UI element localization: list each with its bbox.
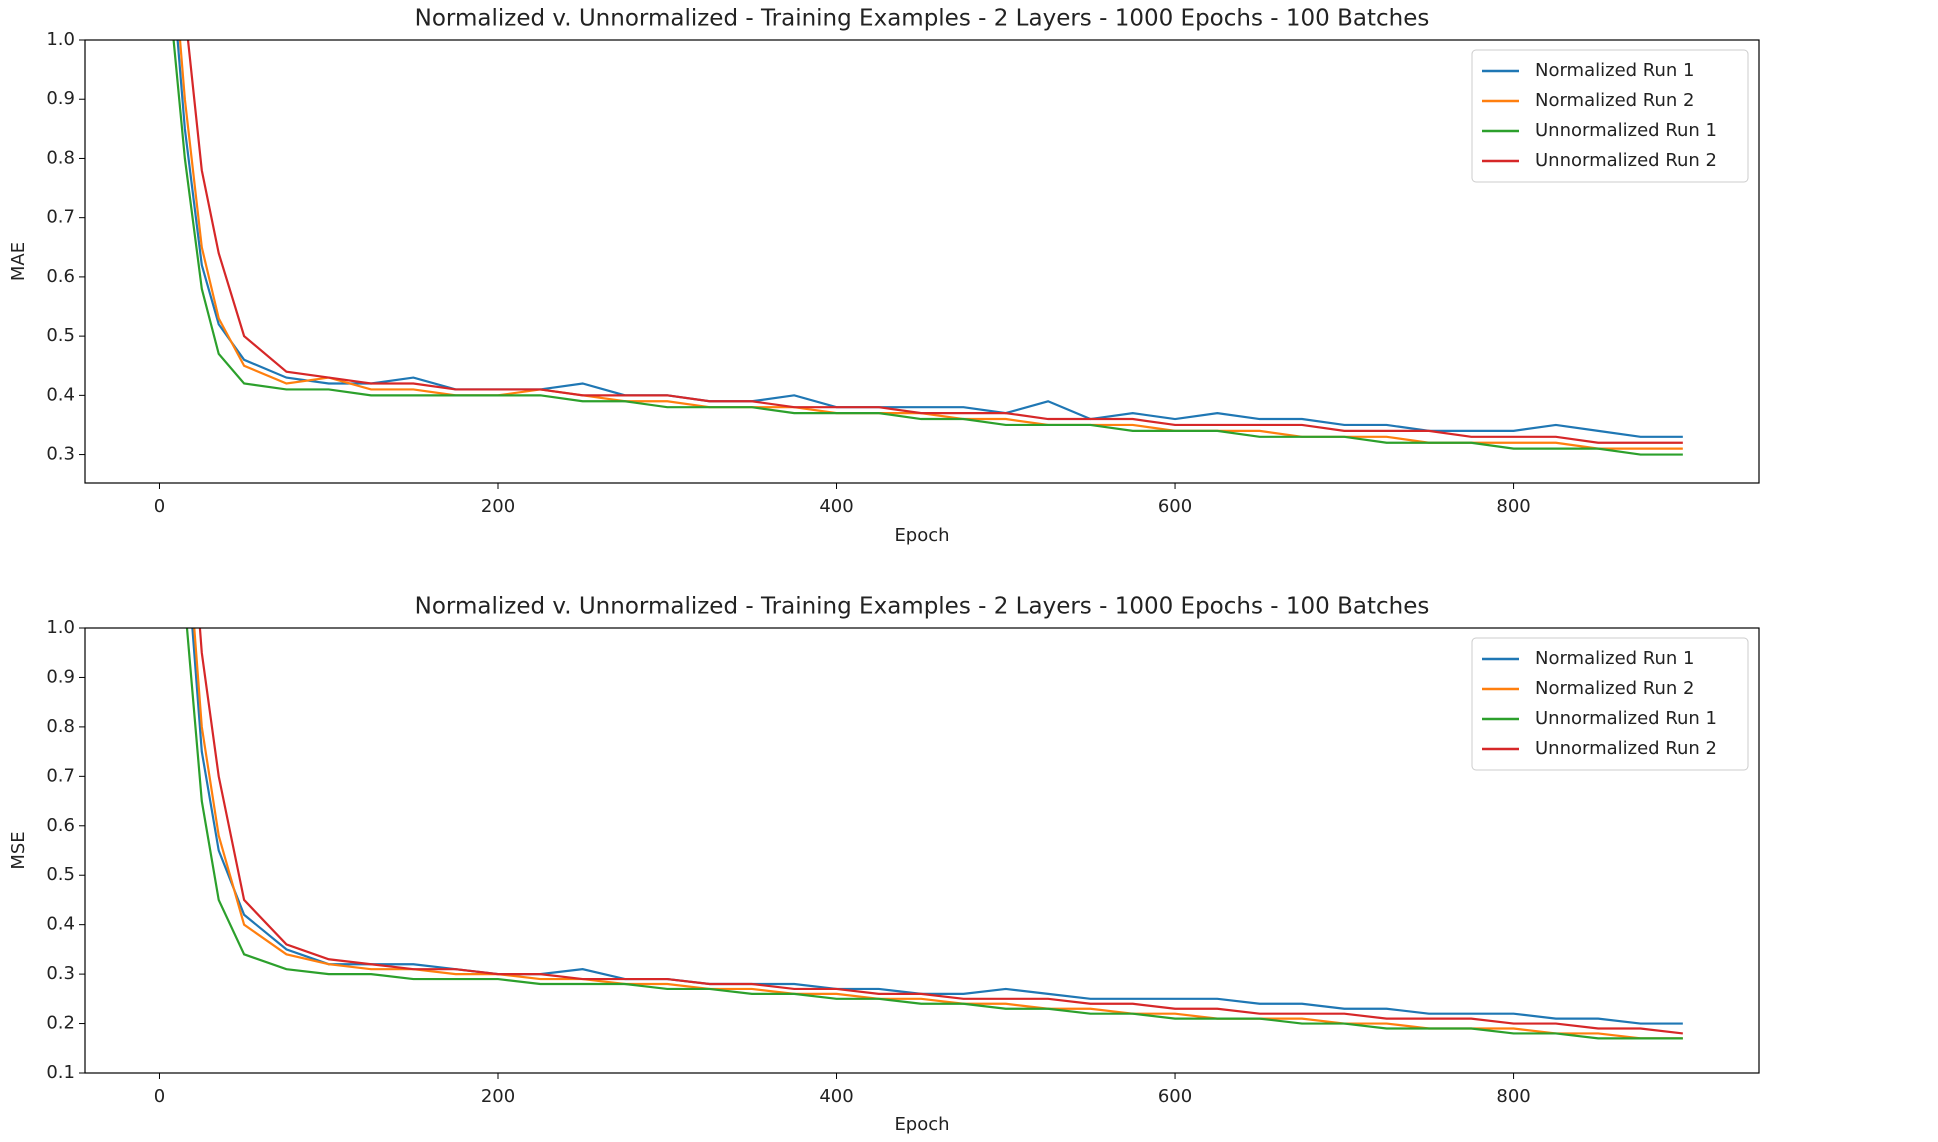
data-line [178, 40, 1683, 450]
data-line [198, 628, 1683, 1035]
y-tick-label: 0.7 [46, 765, 75, 786]
y-tick-label: 0.5 [46, 325, 75, 346]
x-tick-label: 600 [1158, 1086, 1192, 1107]
chart-title: Normalized v. Unnormalized - Training Ex… [415, 594, 1430, 620]
axes-frame [84, 627, 1760, 1074]
y-tick-label: 0.6 [46, 266, 75, 287]
y-tick-label: 0.5 [46, 864, 75, 885]
y-axis-label: MSE [8, 831, 29, 869]
x-tick-label: 800 [1496, 496, 1530, 517]
y-tick-label: 0.3 [46, 444, 75, 465]
y-tick-label: 0.4 [46, 384, 75, 405]
x-tick-label: 600 [1158, 496, 1192, 517]
x-tick-label: 800 [1496, 1086, 1530, 1107]
y-tick-label: 0.9 [46, 666, 75, 687]
y-axis-label: MAE [8, 242, 29, 281]
y-tick-label: 1.0 [46, 617, 75, 638]
legend-label: Unnormalized Run 1 [1535, 708, 1717, 729]
y-tick-label: 0.4 [46, 914, 75, 935]
y-tick-label: 0.6 [46, 815, 75, 836]
y-tick-label: 0.2 [46, 1013, 75, 1034]
legend-label: Unnormalized Run 2 [1535, 738, 1717, 759]
legend-label: Normalized Run 1 [1535, 648, 1695, 669]
x-tick-label: 400 [819, 496, 853, 517]
chart-title: Normalized v. Unnormalized - Training Ex… [415, 6, 1430, 32]
x-tick-label: 200 [481, 1086, 515, 1107]
y-tick-label: 0.9 [46, 88, 75, 109]
x-axis-label: Epoch [894, 525, 949, 546]
legend-box [1471, 637, 1749, 771]
data-line [186, 40, 1683, 444]
legend-box [1471, 49, 1749, 183]
legend-label: Unnormalized Run 1 [1535, 120, 1717, 141]
data-line [176, 40, 1683, 438]
y-tick-label: 1.0 [46, 29, 75, 50]
legend-label: Normalized Run 2 [1535, 678, 1695, 699]
x-tick-label: 200 [481, 496, 515, 517]
y-tick-label: 0.1 [46, 1062, 75, 1083]
x-axis-label: Epoch [894, 1114, 949, 1135]
x-tick-label: 0 [154, 496, 165, 517]
x-tick-label: 400 [819, 1086, 853, 1107]
legend-label: Unnormalized Run 2 [1535, 150, 1717, 171]
axes-frame [84, 39, 1760, 484]
data-line [185, 628, 1683, 1040]
y-tick-label: 0.8 [46, 147, 75, 168]
data-line [172, 40, 1683, 456]
data-line [191, 628, 1683, 1025]
legend-label: Normalized Run 1 [1535, 60, 1695, 81]
legend-label: Normalized Run 2 [1535, 90, 1695, 111]
y-tick-label: 0.8 [46, 716, 75, 737]
y-tick-label: 0.3 [46, 963, 75, 984]
x-tick-label: 0 [154, 1086, 165, 1107]
y-tick-label: 0.7 [46, 207, 75, 228]
